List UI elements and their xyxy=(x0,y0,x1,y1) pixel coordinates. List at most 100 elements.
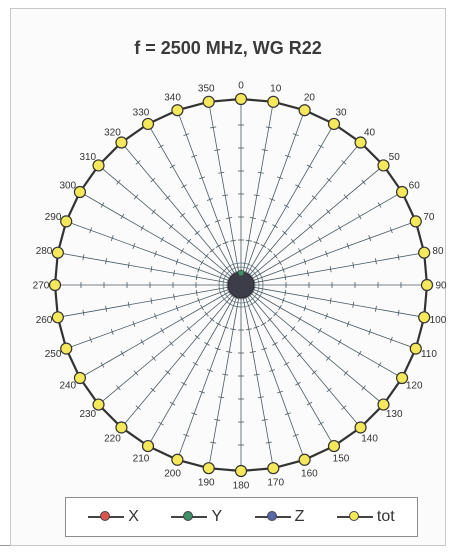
legend-marker-x xyxy=(100,511,111,521)
angle-tick-label: 10 xyxy=(270,84,282,95)
spoke-tick xyxy=(389,227,393,234)
data-point-tot xyxy=(354,136,367,149)
spoke-tick xyxy=(204,253,209,259)
radial-spoke xyxy=(240,101,274,286)
radial-spoke xyxy=(79,284,242,379)
spoke-tick xyxy=(265,126,272,129)
spoke-tick xyxy=(132,243,136,249)
spoke-tick xyxy=(209,248,215,253)
spoke-tick xyxy=(277,176,283,180)
spoke-tick xyxy=(192,204,199,209)
data-point-tot xyxy=(377,398,390,411)
angle-tick-label: 70 xyxy=(423,212,435,223)
legend-swatch-z xyxy=(254,511,291,521)
spoke-tick xyxy=(277,390,283,394)
angle-tick-label: 80 xyxy=(432,246,444,257)
angle-tick-label: 210 xyxy=(133,454,150,465)
spoke-tick xyxy=(150,266,153,273)
spoke-tick xyxy=(151,209,156,215)
legend-swatch-tot xyxy=(336,511,373,521)
spoke-tick xyxy=(377,202,382,208)
radial-spoke xyxy=(240,284,425,318)
spoke-tick xyxy=(180,248,184,254)
radial-spoke xyxy=(240,284,416,349)
spoke-tick xyxy=(389,336,393,343)
spoke-tick xyxy=(169,340,174,347)
angle-tick-label: 280 xyxy=(36,246,53,257)
spoke-tick xyxy=(260,244,267,248)
spoke-tick xyxy=(199,390,205,394)
spoke-tick xyxy=(337,225,342,231)
spoke-tick xyxy=(116,385,121,391)
spoke-tick xyxy=(318,144,324,149)
spoke-tick xyxy=(397,309,400,316)
angle-tick-label: 20 xyxy=(304,93,316,104)
spoke-tick xyxy=(200,304,204,311)
angle-tick-label: 140 xyxy=(361,434,378,445)
spoke-tick xyxy=(249,351,256,353)
spoke-tick xyxy=(183,433,190,437)
angle-tick-label: 150 xyxy=(333,454,350,465)
radial-spoke xyxy=(240,284,361,428)
angle-tick-label: 240 xyxy=(59,381,76,392)
radial-spoke xyxy=(240,284,403,379)
radial-spoke xyxy=(177,110,242,286)
divider xyxy=(0,545,10,546)
spoke-tick xyxy=(261,419,268,421)
spoke-tick xyxy=(192,361,199,366)
spoke-tick xyxy=(133,370,139,376)
spoke-tick xyxy=(329,297,332,304)
spoke-tick xyxy=(140,339,145,345)
spoke-tick xyxy=(204,224,210,228)
spoke-tick xyxy=(290,326,296,332)
spoke-tick xyxy=(191,154,198,158)
data-point-tot xyxy=(409,215,422,228)
spoke-tick xyxy=(361,179,366,185)
angle-tick-label: 130 xyxy=(386,409,403,420)
spoke-tick xyxy=(140,225,145,231)
spoke-tick xyxy=(204,342,210,346)
angle-tick-label: 330 xyxy=(133,107,150,118)
spoke-tick xyxy=(105,258,107,265)
angle-tick-label: 90 xyxy=(435,281,447,292)
data-point-tot xyxy=(418,311,431,324)
radial-spoke xyxy=(240,142,361,286)
radial-spoke xyxy=(240,191,403,286)
radial-spoke xyxy=(57,252,242,286)
spoke-tick xyxy=(249,217,256,219)
spoke-tick xyxy=(341,405,347,410)
data-point-tot xyxy=(141,117,155,131)
spoke-tick xyxy=(284,412,291,416)
spoke-tick xyxy=(284,154,291,158)
spoke-tick xyxy=(214,149,221,151)
radial-spoke xyxy=(240,284,335,447)
radial-spoke xyxy=(66,221,242,286)
data-point-tot xyxy=(420,278,434,292)
data-point-tot xyxy=(395,371,409,385)
legend-item-y: Y xyxy=(171,508,222,526)
spoke-tick xyxy=(158,144,164,149)
spoke-tick xyxy=(307,293,309,300)
data-point-tot xyxy=(92,159,105,172)
center-marker-y xyxy=(237,269,245,277)
spoke-tick xyxy=(292,433,299,437)
data-point-tot xyxy=(418,246,431,259)
spoke-tick xyxy=(199,176,205,180)
spoke-tick xyxy=(169,223,174,230)
radial-spoke xyxy=(240,165,384,286)
spoke-tick xyxy=(195,289,198,296)
spoke-tick xyxy=(257,171,264,174)
legend-label-x: X xyxy=(128,508,139,525)
data-point-tot xyxy=(171,453,184,466)
legend-item-tot: tot xyxy=(336,508,395,526)
spoke-tick xyxy=(261,219,268,223)
spoke-tick xyxy=(260,322,267,326)
spoke-tick xyxy=(278,259,282,266)
spoke-tick xyxy=(120,213,125,220)
radial-spoke xyxy=(240,110,305,286)
angle-tick-label: 30 xyxy=(335,107,347,118)
spoke-tick xyxy=(269,198,276,201)
spoke-tick xyxy=(245,328,252,331)
spoke-tick xyxy=(226,351,233,353)
